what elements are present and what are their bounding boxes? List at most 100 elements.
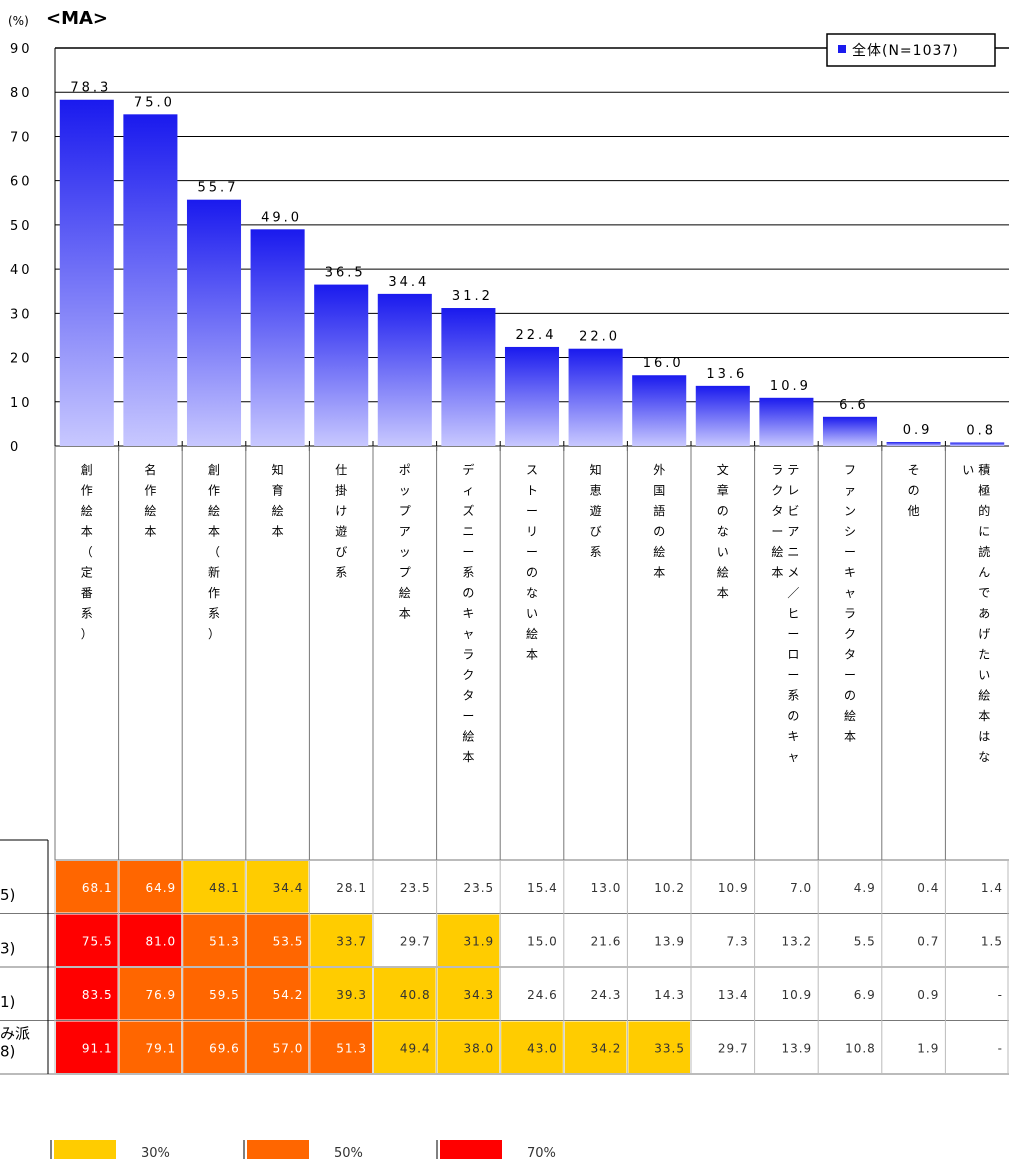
table-cell: 34.2 [591, 1041, 622, 1055]
category-char: に [978, 525, 990, 539]
category-char: 育 [272, 483, 284, 498]
table-cell-fill [564, 1021, 627, 1073]
table-cell: 79.1 [145, 1041, 176, 1055]
row-label: 1) [0, 993, 15, 1011]
category-char: 知 [272, 463, 284, 477]
category-char: 作 [144, 484, 156, 498]
category-char: テ [787, 463, 799, 477]
table-cell-fill [246, 861, 309, 913]
table-cell: 40.8 [400, 988, 431, 1002]
category-char: 本 [272, 525, 284, 539]
table-cell: 24.3 [591, 988, 622, 1002]
table-cell: 54.2 [273, 988, 304, 1002]
category-char: （ [208, 545, 220, 559]
bar [250, 229, 305, 446]
category-char: ズ [462, 503, 474, 518]
category-char: シ [844, 525, 856, 539]
category-char: ー [526, 545, 538, 559]
category-char: 遊 [335, 524, 347, 539]
category-char: 名 [144, 462, 156, 477]
category-char: タ [771, 504, 783, 518]
table-cell: 29.7 [400, 934, 431, 948]
table-cell: 1.5 [981, 934, 1003, 948]
category-char: 系 [787, 689, 799, 703]
category-char: 定 [81, 565, 93, 580]
table-cell-fill [119, 914, 182, 966]
table-cell: 0.7 [917, 934, 939, 948]
category-char: ン [844, 504, 856, 518]
category-char: 読 [978, 544, 990, 559]
table-cell: 7.0 [790, 881, 812, 895]
table-cell: 13.0 [591, 881, 622, 895]
table-cell: 83.5 [82, 988, 113, 1002]
category-char: け [335, 504, 347, 518]
category-char: ラ [844, 607, 856, 621]
category-char: ー [462, 709, 474, 723]
category-char: げ [978, 627, 990, 641]
table-cell-fill [310, 968, 372, 1020]
category-char: ア [399, 525, 411, 539]
table-cell: 68.1 [82, 881, 113, 895]
category-char: の [844, 689, 856, 703]
category-char: タ [462, 689, 474, 703]
category-char: ァ [844, 484, 856, 498]
bar-value-label: 22.4 [516, 328, 557, 343]
category-char: ー [844, 545, 856, 559]
category-char: 本 [653, 566, 665, 580]
table-cell: 91.1 [82, 1041, 113, 1055]
category-char: ャ [462, 627, 474, 641]
table-cell: 13.9 [781, 1041, 812, 1055]
category-char: ん [978, 566, 990, 580]
table-cell-fill [119, 861, 182, 913]
category-char: 絵 [653, 544, 665, 559]
bar-value-label: 16.0 [643, 356, 684, 371]
category-char: 本 [771, 566, 783, 580]
y-tick-label: 40 [10, 263, 33, 278]
category-char: ス [526, 463, 538, 477]
table-cell: 10.9 [781, 988, 812, 1002]
category-char: レ [787, 484, 799, 498]
category-char: ー [787, 668, 799, 682]
category-char: 絵 [208, 503, 220, 518]
table-row: 83.5 76.9 59.5 54.2 39.3 40.8 34.3 24.6 24.3 14.3… [56, 968, 1002, 1020]
table-cell: 1.4 [981, 881, 1003, 895]
category-char: あ [978, 607, 990, 621]
category-char: 系 [81, 607, 93, 621]
table-cell: 59.5 [209, 988, 240, 1002]
category-char: の [908, 484, 920, 498]
table-cell-fill [628, 1021, 690, 1073]
category-char: 絵 [462, 729, 474, 744]
category-char: 恵 [590, 484, 602, 498]
table-cell-fill [246, 914, 309, 966]
table-cell: 75.5 [82, 934, 113, 948]
category-char: 本 [526, 648, 538, 662]
category-char: 絵 [272, 503, 284, 518]
category-char: 他 [908, 504, 920, 518]
table-cell: 23.5 [463, 881, 494, 895]
row-label: 5) [0, 886, 15, 904]
table-cell: 51.3 [209, 934, 240, 948]
category-char: で [978, 586, 990, 600]
category-char: 絵 [771, 544, 783, 559]
table-cell: 49.4 [400, 1041, 431, 1055]
category-char: の [462, 586, 474, 600]
category-char: （ [81, 545, 93, 559]
bar-value-label: 10.9 [770, 379, 811, 394]
table-cell: 13.9 [654, 934, 685, 948]
category-char: ラ [771, 463, 783, 477]
bar [504, 346, 560, 446]
table-cell-fill [119, 1021, 182, 1073]
bar-value-label: 0.8 [966, 423, 996, 438]
category-char: 絵 [526, 626, 538, 641]
highlight-swatch [247, 1140, 309, 1159]
highlight-label: 30% [141, 1146, 170, 1159]
table-cell: 24.6 [527, 988, 558, 1002]
bar-value-label: 49.0 [261, 210, 302, 225]
